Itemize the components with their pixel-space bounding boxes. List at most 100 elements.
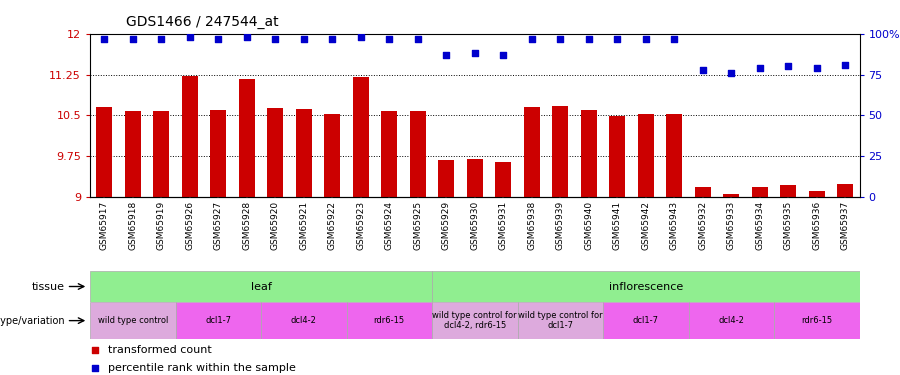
Bar [182, 76, 198, 197]
Text: GSM65937: GSM65937 [841, 201, 850, 250]
Point [410, 36, 425, 42]
Bar [638, 114, 653, 197]
Text: GSM65942: GSM65942 [641, 201, 650, 250]
Point [610, 36, 625, 42]
Text: GSM65919: GSM65919 [157, 201, 166, 250]
Bar [261, 302, 346, 339]
Text: wild type control: wild type control [97, 316, 168, 325]
Point [639, 36, 653, 42]
Text: tissue: tissue [32, 282, 65, 291]
Bar [346, 302, 432, 339]
Bar [724, 194, 739, 197]
Bar [90, 271, 432, 302]
Point [553, 36, 568, 42]
Point [97, 36, 112, 42]
Text: transformed count: transformed count [108, 345, 212, 355]
Text: GSM65936: GSM65936 [812, 201, 821, 250]
Text: GSM65918: GSM65918 [128, 201, 137, 250]
Bar [837, 184, 853, 197]
Bar [153, 111, 169, 197]
Text: dcl4-2: dcl4-2 [291, 316, 317, 325]
Point [354, 34, 368, 40]
Text: GSM65921: GSM65921 [299, 201, 308, 250]
Point [581, 36, 596, 42]
Bar [176, 302, 261, 339]
Bar [324, 114, 340, 197]
Bar [432, 302, 518, 339]
Text: GSM65929: GSM65929 [442, 201, 451, 250]
Bar [96, 107, 112, 197]
Point [154, 36, 168, 42]
Bar [211, 110, 226, 197]
Text: inflorescence: inflorescence [608, 282, 683, 291]
Bar [438, 160, 454, 197]
Text: genotype/variation: genotype/variation [0, 316, 65, 326]
Bar [432, 271, 860, 302]
Text: GSM65926: GSM65926 [185, 201, 194, 250]
Text: GSM65943: GSM65943 [670, 201, 679, 250]
Text: GSM65924: GSM65924 [385, 201, 394, 250]
Text: GDS1466 / 247544_at: GDS1466 / 247544_at [126, 15, 279, 29]
Bar [774, 302, 860, 339]
Point [382, 36, 396, 42]
Text: GSM65925: GSM65925 [413, 201, 422, 250]
Text: dcl1-7: dcl1-7 [205, 316, 231, 325]
Text: rdr6-15: rdr6-15 [801, 316, 832, 325]
Text: GSM65930: GSM65930 [470, 201, 479, 250]
Bar [603, 302, 688, 339]
Bar [125, 111, 140, 197]
Text: GSM65941: GSM65941 [613, 201, 622, 250]
Bar [809, 192, 824, 197]
Point [125, 36, 140, 42]
Text: GSM65932: GSM65932 [698, 201, 707, 250]
Text: GSM65934: GSM65934 [755, 201, 764, 250]
Point [838, 62, 852, 68]
Point [325, 36, 339, 42]
Point [724, 70, 738, 76]
Point [87, 347, 102, 353]
Bar [752, 187, 768, 197]
Bar [267, 108, 284, 197]
Bar [688, 302, 774, 339]
Text: dcl1-7: dcl1-7 [633, 316, 659, 325]
Point [525, 36, 539, 42]
Text: GSM65931: GSM65931 [499, 201, 508, 250]
Text: wild type control for
dcl4-2, rdr6-15: wild type control for dcl4-2, rdr6-15 [432, 311, 518, 330]
Point [696, 67, 710, 73]
Bar [518, 302, 603, 339]
Point [211, 36, 225, 42]
Text: GSM65927: GSM65927 [214, 201, 223, 250]
Text: GSM65935: GSM65935 [784, 201, 793, 250]
Text: rdr6-15: rdr6-15 [374, 316, 405, 325]
Point [752, 65, 767, 71]
Bar [666, 114, 682, 197]
Bar [296, 109, 311, 197]
Point [239, 34, 254, 40]
Bar [695, 187, 711, 197]
Bar [382, 111, 397, 197]
Point [87, 365, 102, 371]
Bar [495, 162, 511, 197]
Bar [580, 110, 597, 197]
Point [667, 36, 681, 42]
Point [439, 52, 454, 58]
Bar [780, 185, 796, 197]
Bar [553, 105, 568, 197]
Bar [467, 159, 482, 197]
Text: GSM65939: GSM65939 [556, 201, 565, 250]
Text: dcl4-2: dcl4-2 [718, 316, 744, 325]
Text: GSM65917: GSM65917 [100, 201, 109, 250]
Bar [238, 79, 255, 197]
Point [810, 65, 824, 71]
Point [297, 36, 311, 42]
Text: GSM65928: GSM65928 [242, 201, 251, 250]
Text: GSM65933: GSM65933 [727, 201, 736, 250]
Bar [90, 302, 176, 339]
Text: GSM65938: GSM65938 [527, 201, 536, 250]
Text: wild type control for
dcl1-7: wild type control for dcl1-7 [518, 311, 603, 330]
Point [496, 52, 510, 58]
Text: GSM65920: GSM65920 [271, 201, 280, 250]
Point [781, 63, 796, 69]
Point [268, 36, 283, 42]
Text: GSM65923: GSM65923 [356, 201, 365, 250]
